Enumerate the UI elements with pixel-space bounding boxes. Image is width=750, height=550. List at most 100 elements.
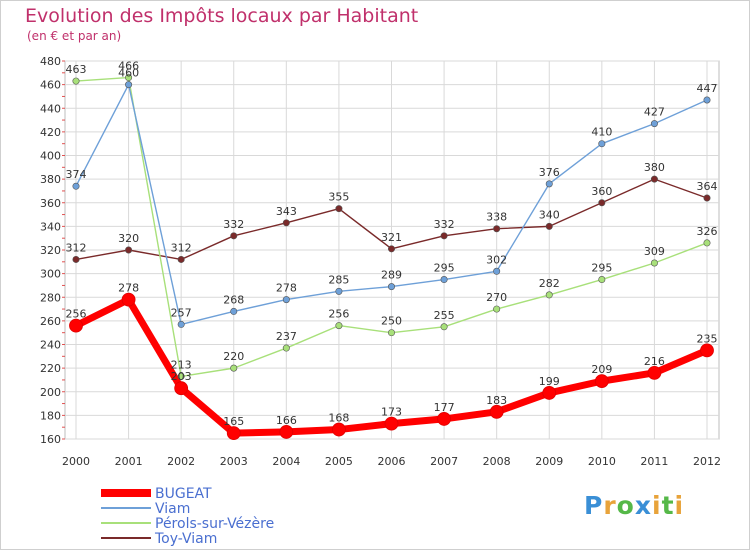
data-point-Viam-2010 [598, 140, 606, 148]
data-label-Toy-Viam-2008: 338 [486, 211, 507, 224]
data-label-Toy-Viam-2009: 340 [539, 208, 560, 221]
data-label-BUGEAT-2005: 168 [328, 412, 349, 425]
data-label-BUGEAT-2003: 165 [223, 415, 244, 428]
data-point-Viam-2008 [493, 267, 501, 275]
data-label-BUGEAT-2004: 166 [276, 414, 297, 427]
logo-letter: x [634, 491, 652, 520]
logo-letter: r [603, 491, 617, 520]
data-label-Toy-Viam-2002: 312 [171, 241, 192, 254]
x-tick-label-2005: 2005 [325, 455, 353, 468]
data-label-Viam-2006: 289 [381, 269, 402, 282]
y-tick-label-340: 340 [40, 220, 61, 233]
data-point-Toy-Viam-2004 [282, 219, 290, 227]
data-point-Pérols-sur-Vézère-2005 [335, 322, 343, 330]
y-tick-label-320: 320 [40, 244, 61, 257]
data-label-Viam-2001: 460 [118, 67, 139, 80]
y-tick-label-460: 460 [40, 79, 61, 92]
data-point-BUGEAT-2001 [121, 292, 136, 307]
data-point-Viam-2001 [125, 81, 133, 89]
data-label-BUGEAT-2010: 209 [591, 363, 612, 376]
data-point-BUGEAT-2004 [279, 425, 294, 439]
data-label-Viam-2010: 410 [591, 126, 612, 139]
data-point-BUGEAT-2006 [384, 416, 399, 431]
data-label-BUGEAT-2001: 278 [118, 282, 139, 295]
y-tick-label-220: 220 [40, 362, 61, 375]
data-label-Pérols-sur-Vézère-2003: 220 [223, 350, 244, 363]
data-point-Viam-2000 [72, 182, 80, 190]
y-tick-label-200: 200 [40, 386, 61, 399]
data-point-Toy-Viam-2009 [545, 222, 553, 230]
data-label-Toy-Viam-2012: 364 [697, 180, 718, 193]
y-tick-label-360: 360 [40, 197, 61, 210]
data-label-BUGEAT-2007: 177 [434, 401, 455, 414]
data-point-Viam-2004 [282, 296, 290, 304]
proxiti-logo: Proxiti [584, 491, 684, 520]
x-tick-label-2002: 2002 [167, 455, 195, 468]
data-label-Pérols-sur-Vézère-2000: 463 [66, 63, 87, 76]
data-label-Toy-Viam-2003: 332 [223, 218, 244, 231]
x-tick-label-2009: 2009 [535, 455, 563, 468]
data-label-BUGEAT-2012: 235 [697, 332, 718, 345]
data-point-Pérols-sur-Vézère-2012 [703, 239, 711, 247]
data-point-BUGEAT-2002 [174, 381, 189, 396]
data-point-Pérols-sur-Vézère-2007 [440, 323, 448, 331]
data-point-Pérols-sur-Vézère-2003 [230, 364, 238, 372]
data-label-Toy-Viam-2001: 320 [118, 232, 139, 245]
data-point-Toy-Viam-2001 [125, 246, 133, 254]
data-point-Toy-Viam-2005 [335, 205, 343, 213]
data-point-Toy-Viam-2007 [440, 232, 448, 240]
data-label-Toy-Viam-2000: 312 [66, 241, 87, 254]
x-tick-label-2012: 2012 [693, 455, 721, 468]
data-point-BUGEAT-2009 [542, 386, 557, 400]
data-point-Pérols-sur-Vézère-2004 [282, 344, 290, 352]
logo-letter: o [616, 491, 635, 520]
legend-label-Toy-Viam: Toy-Viam [154, 531, 217, 547]
data-label-BUGEAT-2000: 256 [66, 308, 87, 321]
y-tick-label-280: 280 [40, 291, 61, 304]
data-point-BUGEAT-2003 [226, 426, 241, 440]
data-label-Viam-2007: 295 [434, 262, 455, 275]
data-point-BUGEAT-2000 [69, 318, 83, 333]
data-point-BUGEAT-2007 [437, 412, 451, 426]
data-point-Pérols-sur-Vézère-2011 [650, 259, 658, 267]
data-point-Toy-Viam-2010 [598, 199, 606, 207]
data-label-Pérols-sur-Vézère-2006: 250 [381, 315, 402, 328]
data-label-Toy-Viam-2006: 321 [381, 231, 402, 244]
data-point-BUGEAT-2008 [489, 404, 504, 419]
data-point-Viam-2007 [440, 276, 448, 284]
data-label-Viam-2012: 447 [697, 82, 718, 95]
data-point-BUGEAT-2005 [332, 422, 346, 437]
y-tick-label-380: 380 [40, 173, 61, 186]
data-label-Pérols-sur-Vézère-2009: 282 [539, 277, 560, 290]
x-tick-label-2001: 2001 [115, 455, 143, 468]
data-point-Pérols-sur-Vézère-2008 [493, 305, 501, 313]
data-label-BUGEAT-2011: 216 [644, 355, 665, 368]
data-point-Viam-2009 [545, 180, 553, 188]
data-point-Pérols-sur-Vézère-2000 [72, 77, 80, 85]
legend-label-Pérols-sur-Vézère: Pérols-sur-Vézère [155, 516, 274, 532]
legend-label-BUGEAT: BUGEAT [155, 486, 212, 502]
logo-letter: i [652, 491, 662, 520]
data-label-Viam-2004: 278 [276, 282, 297, 295]
data-label-Toy-Viam-2004: 343 [276, 205, 297, 218]
y-tick-label-440: 440 [40, 102, 61, 115]
data-point-Pérols-sur-Vézère-2001 [125, 74, 133, 82]
x-tick-label-2007: 2007 [430, 455, 458, 468]
data-point-Toy-Viam-2011 [650, 175, 658, 183]
data-point-Toy-Viam-2012 [703, 194, 711, 202]
logo-letter: t [661, 491, 675, 520]
data-point-BUGEAT-2010 [594, 374, 609, 389]
y-tick-label-420: 420 [40, 126, 61, 139]
x-tick-label-2004: 2004 [272, 455, 300, 468]
data-point-Toy-Viam-2006 [387, 245, 395, 253]
data-label-Viam-2002: 257 [171, 306, 192, 319]
data-label-Viam-2000: 374 [66, 168, 87, 181]
y-tick-label-260: 260 [40, 315, 61, 328]
data-label-Toy-Viam-2011: 380 [644, 161, 665, 174]
y-tick-label-480: 480 [40, 55, 61, 68]
x-tick-label-2011: 2011 [640, 455, 668, 468]
data-label-BUGEAT-2002: 203 [171, 370, 192, 383]
y-tick-label-160: 160 [40, 433, 61, 446]
